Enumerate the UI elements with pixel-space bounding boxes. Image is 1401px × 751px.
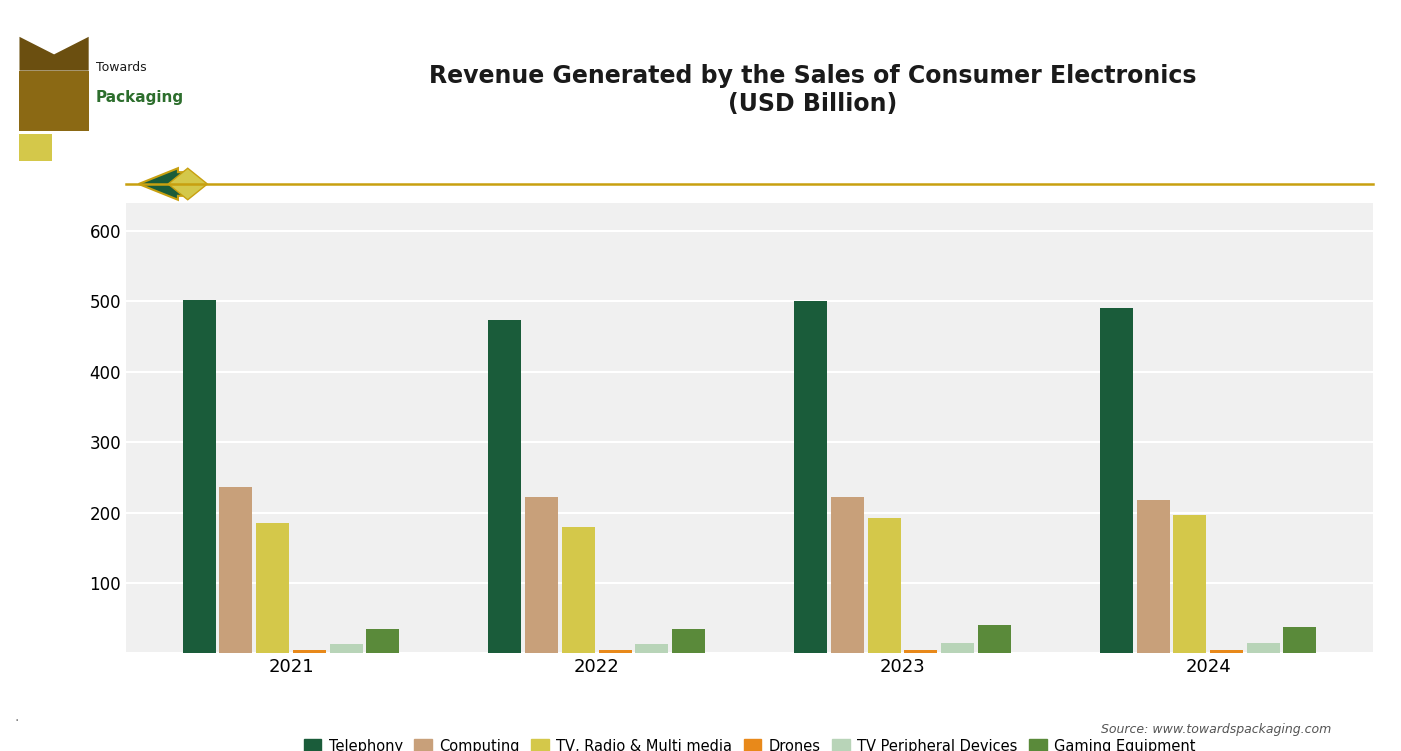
Bar (672, 629, 705, 653)
Polygon shape (168, 168, 207, 200)
Legend: Telephony, Computing, TV, Radio & Multi media, Drones, TV Peripheral Devices, Ga: Telephony, Computing, TV, Radio & Multi … (298, 733, 1201, 751)
Bar (562, 526, 595, 653)
FancyArrow shape (139, 168, 188, 200)
Bar (220, 487, 252, 653)
Bar (525, 497, 558, 653)
Bar (831, 497, 864, 653)
Bar (182, 300, 216, 653)
Bar (1136, 500, 1170, 653)
Bar (794, 301, 827, 653)
FancyBboxPatch shape (20, 134, 52, 161)
Bar (1210, 650, 1243, 653)
Bar (1173, 515, 1206, 653)
Polygon shape (20, 37, 88, 71)
Text: .: . (14, 710, 18, 724)
Bar (904, 650, 937, 653)
Bar (598, 650, 632, 653)
Bar (293, 650, 326, 653)
FancyBboxPatch shape (20, 71, 88, 131)
Bar (1247, 643, 1279, 653)
Bar (978, 625, 1010, 653)
Bar (941, 643, 974, 653)
Bar (329, 644, 363, 653)
Text: Packaging: Packaging (97, 90, 184, 105)
Bar (1283, 626, 1317, 653)
Bar (1100, 308, 1133, 653)
Bar (489, 321, 521, 653)
Text: Revenue Generated by the Sales of Consumer Electronics
(USD Billion): Revenue Generated by the Sales of Consum… (429, 65, 1196, 116)
Text: Source: www.towardspackaging.com: Source: www.towardspackaging.com (1101, 723, 1331, 736)
Bar (867, 518, 901, 653)
Text: Towards: Towards (97, 62, 147, 74)
Bar (366, 629, 399, 653)
Bar (635, 644, 668, 653)
Bar (256, 523, 289, 653)
